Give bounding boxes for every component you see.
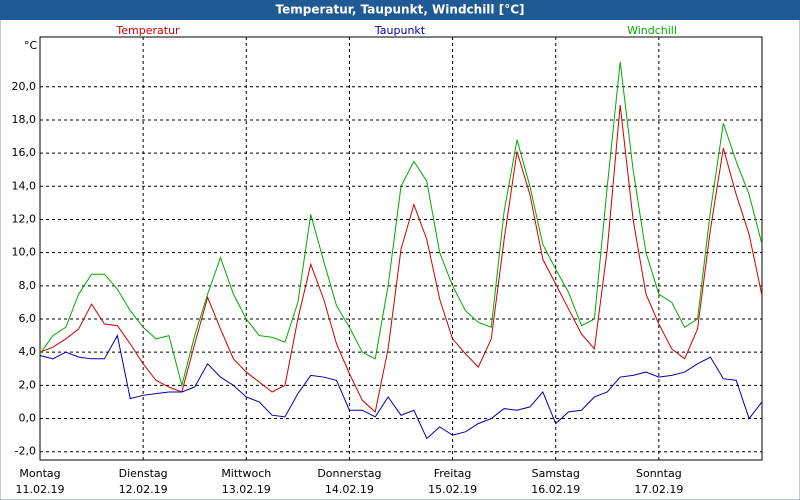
y-tick-label: 8,0: [19, 279, 37, 292]
chart-title: Temperatur, Taupunkt, Windchill [°C]: [276, 3, 525, 17]
x-tick-label: Donnerstag: [317, 467, 381, 480]
y-tick-label: 16,0: [12, 146, 37, 159]
x-tick-date: 16.02.19: [531, 483, 580, 496]
x-tick-date: 13.02.19: [222, 483, 271, 496]
series-line: [39, 334, 763, 440]
x-tick-label: Sonntag: [636, 467, 682, 480]
x-tick-label: Montag: [19, 467, 60, 480]
x-tick-date: 14.02.19: [325, 483, 374, 496]
x-tick-date: 11.02.19: [16, 483, 65, 496]
title-bar: [0, 0, 800, 20]
series-line: [39, 104, 763, 413]
y-tick-label: 12,0: [12, 212, 37, 225]
legend-label: Temperatur: [115, 24, 180, 37]
x-tick-date: 15.02.19: [428, 483, 477, 496]
legend-label: Taupunkt: [374, 24, 426, 37]
y-tick-label: 0,0: [19, 412, 37, 425]
x-tick-label: Mittwoch: [221, 467, 271, 480]
y-tick-label: 10,0: [12, 246, 37, 259]
legend-label: Windchill: [627, 24, 677, 37]
y-tick-label: 20,0: [12, 80, 37, 93]
y-tick-label: 2,0: [19, 378, 37, 391]
x-tick-date: 12.02.19: [119, 483, 168, 496]
x-tick-date: 17.02.19: [634, 483, 683, 496]
series-line: [39, 61, 763, 388]
x-tick-label: Samstag: [532, 467, 580, 480]
y-tick-label: 4,0: [19, 345, 37, 358]
x-tick-label: Dienstag: [119, 467, 168, 480]
y-tick-label: 6,0: [19, 312, 37, 325]
y-tick-label: -2,0: [15, 445, 36, 458]
y-tick-label: 14,0: [12, 179, 37, 192]
y-tick-label: 18,0: [12, 113, 37, 126]
x-tick-label: Freitag: [434, 467, 472, 480]
y-unit: °C: [24, 39, 38, 52]
